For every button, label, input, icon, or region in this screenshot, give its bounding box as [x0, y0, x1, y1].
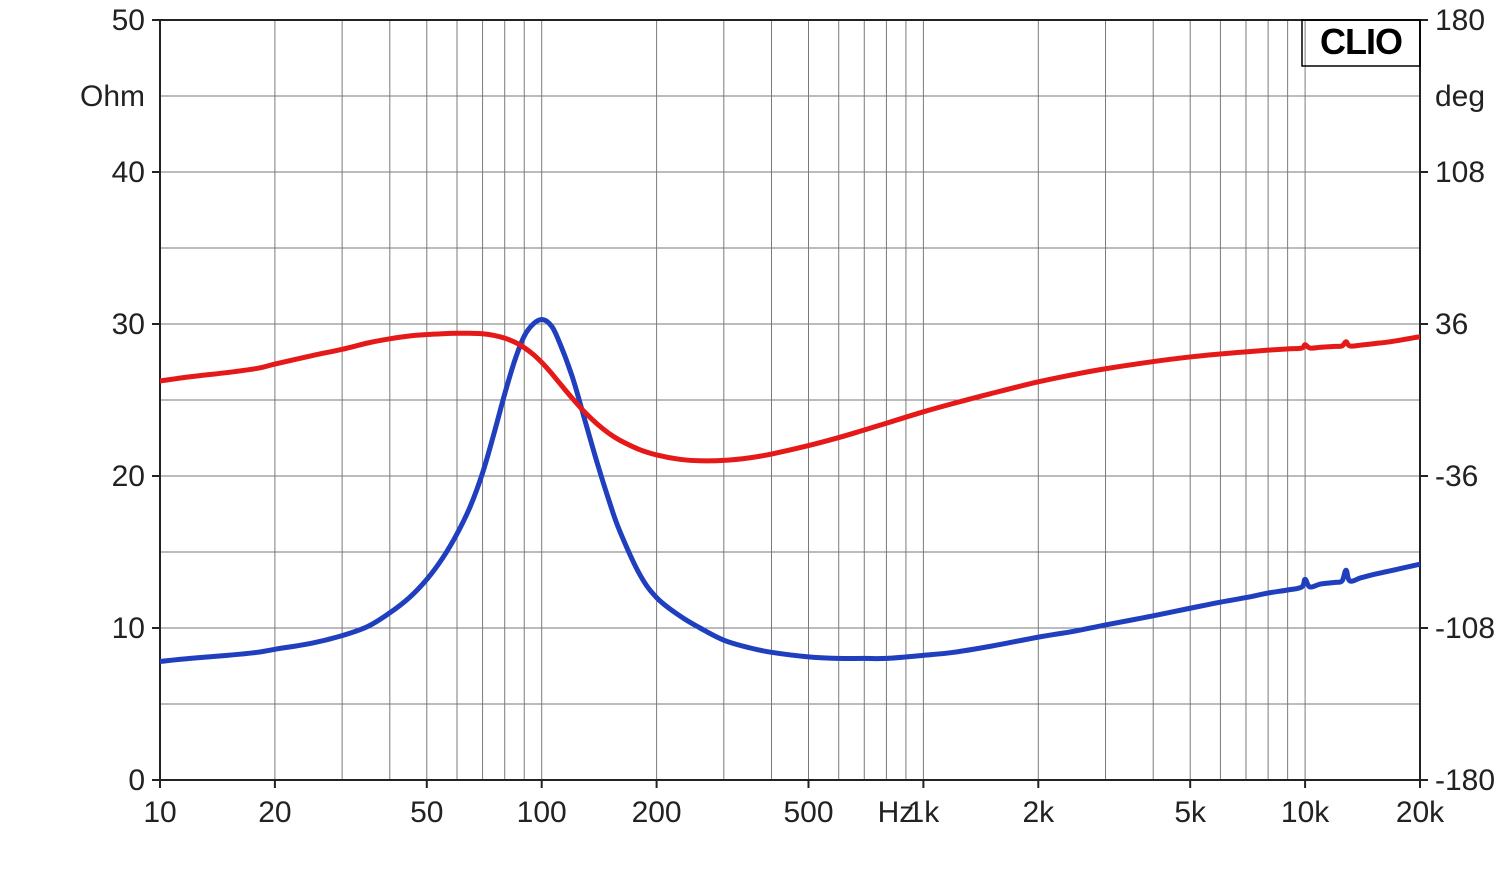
yaxis-right-unit: deg [1435, 80, 1485, 113]
xtick: 20 [258, 796, 291, 829]
ytick-left: 20 [112, 460, 145, 493]
ytick-right: -108 [1435, 612, 1495, 645]
brand-label: CLIO [1320, 21, 1402, 62]
ytick-right: 108 [1435, 156, 1485, 189]
ytick-right: -180 [1435, 764, 1495, 797]
impedance-chart: 01020304050Ohm-180-108-3636108180deg1020… [0, 0, 1500, 870]
yaxis-left-unit: Ohm [80, 80, 145, 113]
xtick: 10k [1281, 796, 1330, 829]
ytick-left: 10 [112, 612, 145, 645]
ytick-left: 50 [112, 4, 145, 37]
ytick-right: -36 [1435, 460, 1478, 493]
ytick-left: 0 [128, 764, 145, 797]
xtick: 200 [632, 796, 682, 829]
chart-canvas: 01020304050Ohm-180-108-3636108180deg1020… [0, 0, 1500, 870]
xtick: 500 [783, 796, 833, 829]
xaxis-unit: Hz [878, 796, 915, 829]
ytick-left: 40 [112, 156, 145, 189]
xtick: 100 [517, 796, 567, 829]
xtick: 10 [143, 796, 176, 829]
xtick: 5k [1174, 796, 1207, 829]
ytick-right: 36 [1435, 308, 1468, 341]
ytick-left: 30 [112, 308, 145, 341]
xtick: 20k [1396, 796, 1445, 829]
xtick: 2k [1022, 796, 1055, 829]
ytick-right: 180 [1435, 4, 1485, 37]
xtick: 50 [410, 796, 443, 829]
